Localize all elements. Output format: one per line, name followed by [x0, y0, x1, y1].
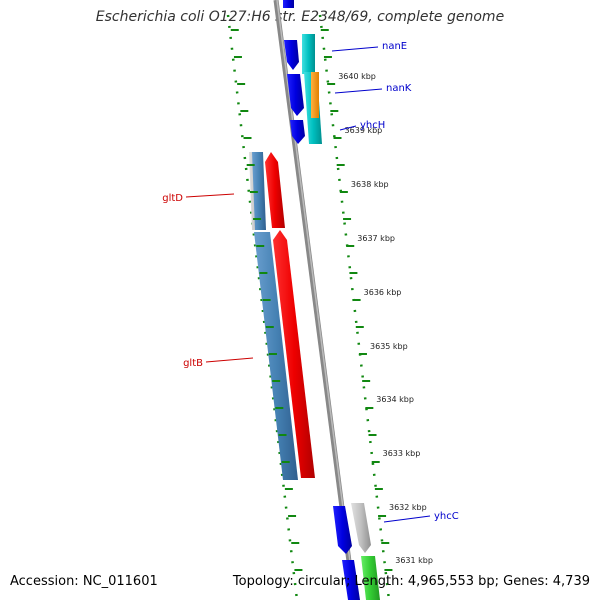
gene-label-nanK: nanK: [386, 83, 412, 94]
gene-leader-yhcC: [383, 515, 431, 523]
tick-label: 3639 kbp: [345, 126, 383, 135]
gene-label-yhcH: yhcH: [360, 120, 385, 131]
gene-label-yhcC: yhcC: [434, 511, 459, 522]
tick-label: 3631 kbp: [395, 556, 433, 565]
tick-label: 3636 kbp: [364, 288, 402, 297]
map-title: Escherichia coli O127:H6 str. E2348/69, …: [95, 9, 505, 25]
tick-label: 3634 kbp: [376, 395, 414, 404]
gene-leader-yhcH: [339, 125, 357, 131]
gene-gltB: [254, 232, 298, 480]
gene-label-gltD: gltD: [162, 193, 183, 204]
cds-nanK: [287, 74, 304, 116]
rna-feature-nanK: [311, 72, 319, 118]
partial-cds-top: [283, 0, 294, 8]
gene-nanE: [302, 34, 315, 74]
cds-yhcH: [290, 120, 305, 144]
gene-label-gltB: gltB: [183, 358, 203, 369]
cds-yhcC: [333, 506, 352, 554]
gene-labels: nanE nanK yhcH gltD gltB yhcC: [162, 41, 459, 523]
gene-leader-nanE: [331, 46, 379, 52]
green-feature-bottom: [361, 556, 380, 600]
gene-leader-gltB: [205, 357, 254, 363]
genome-summary: Topology: circular; Length: 4,965,553 bp…: [232, 574, 590, 589]
tick-label: 3633 kbp: [383, 449, 421, 458]
tick-label: 3632 kbp: [389, 503, 427, 512]
accession-label: Accession: NC_011601: [10, 574, 158, 589]
partial-cds-bottom: [342, 560, 360, 600]
tick-label: 3640 kbp: [338, 72, 376, 81]
tick-label: 3638 kbp: [351, 180, 389, 189]
sequence-backbone: [273, 0, 357, 600]
gene-leader-gltD: [185, 193, 235, 198]
tick-label: 3637 kbp: [357, 234, 395, 243]
gene-gltD-steel: [252, 152, 266, 230]
cds-gltB: [273, 230, 315, 478]
cds-gltD: [265, 152, 285, 228]
cds-nanE: [284, 40, 299, 70]
ruler-marks: [230, 29, 393, 571]
gene-label-nanE: nanE: [382, 41, 407, 52]
feature-yhcC-grey: [351, 503, 371, 553]
gene-leader-nanK: [334, 88, 383, 94]
tick-label: 3635 kbp: [370, 342, 408, 351]
tick-labels: 3640 kbp 3639 kbp 3638 kbp 3637 kbp 3636 kbp…: [338, 72, 433, 565]
sequence-backbone-highlight: [276, 0, 356, 600]
